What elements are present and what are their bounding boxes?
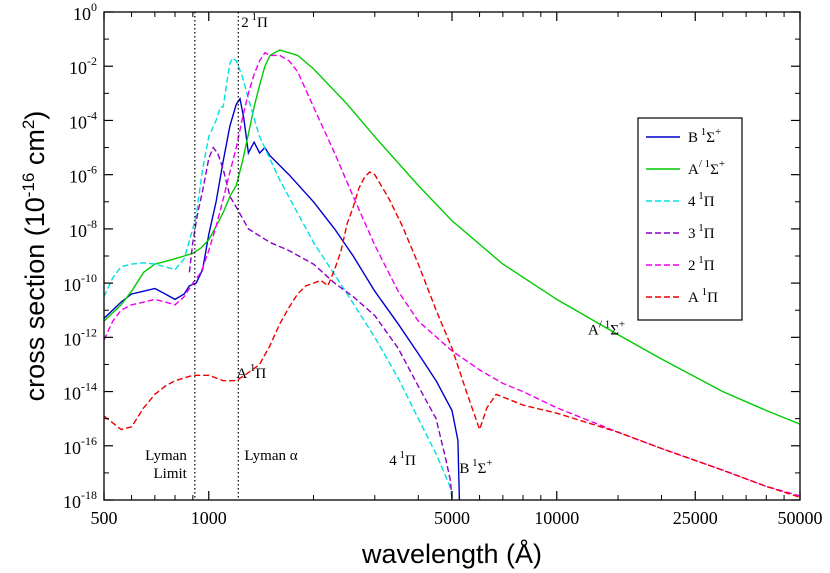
series-line-3 bbox=[188, 146, 453, 500]
annotation-2: 4 1Π bbox=[389, 449, 416, 469]
legend-entry-5: A 1Π bbox=[688, 286, 718, 306]
vline-label-0: Lyman Limit bbox=[145, 448, 187, 482]
annotation-3: B 1Σ+ bbox=[459, 457, 492, 477]
annotation-4: A/ 1Σ+ bbox=[588, 319, 625, 339]
legend-entry-0: B 1Σ+ bbox=[688, 126, 721, 146]
x-tick-label-1: 1000 bbox=[191, 508, 227, 528]
y-tick-label-6: 10-12 bbox=[63, 325, 97, 349]
y-tick-label-3: 10-6 bbox=[69, 163, 97, 187]
series-line-5 bbox=[104, 171, 800, 498]
x-axis-title: wavelength (Å) bbox=[361, 538, 542, 569]
y-tick-label-4: 10-8 bbox=[69, 217, 97, 241]
x-tick-label-3: 10000 bbox=[534, 508, 579, 528]
y-axis-title: cross section (10-16 cm2) bbox=[19, 111, 50, 402]
annotation-1: A 1Π bbox=[236, 362, 266, 382]
x-tick-label-4: 25000 bbox=[673, 508, 718, 528]
series-line-2 bbox=[104, 57, 455, 500]
legend-entry-1: A/ 1Σ+ bbox=[688, 158, 725, 178]
legend-entry-2: 4 1Π bbox=[688, 190, 715, 210]
legend-box bbox=[637, 117, 743, 321]
legend-entry-3: 3 1Π bbox=[688, 222, 715, 242]
vline-label-1: Lyman α bbox=[244, 448, 297, 464]
series-line-1 bbox=[104, 49, 800, 425]
svg-text:cross section (10-16 cm2): cross section (10-16 cm2) bbox=[19, 111, 50, 402]
y-tick-label-9: 10-18 bbox=[63, 488, 97, 512]
x-tick-label-0: 500 bbox=[91, 508, 118, 528]
y-tick-label-7: 10-14 bbox=[63, 380, 97, 404]
annotation-0: 2 1Π bbox=[241, 11, 268, 31]
legend-entry-4: 2 1Π bbox=[688, 254, 715, 274]
series-line-4 bbox=[104, 51, 800, 497]
series-line-0 bbox=[104, 97, 461, 500]
x-tick-label-5: 50000 bbox=[778, 508, 823, 528]
y-tick-label-5: 10-10 bbox=[63, 271, 97, 295]
y-tick-label-8: 10-16 bbox=[63, 434, 97, 458]
x-tick-label-2: 5000 bbox=[434, 508, 470, 528]
y-tick-label-2: 10-4 bbox=[69, 108, 97, 132]
y-tick-label-0: 100 bbox=[73, 0, 97, 24]
y-tick-label-1: 10-2 bbox=[69, 54, 97, 78]
